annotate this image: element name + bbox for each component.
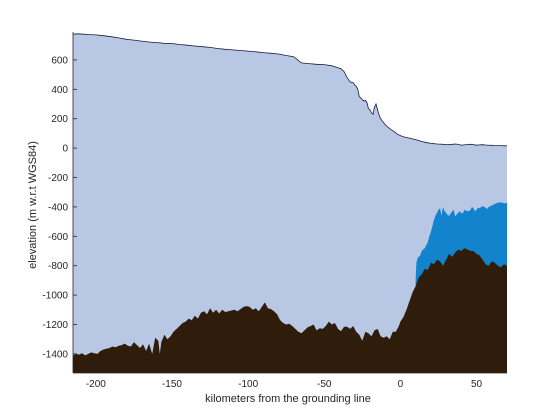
x-tick-label: -50: [317, 379, 332, 390]
y-tick-label: -600: [48, 232, 68, 243]
y-tick-label: -1000: [42, 291, 68, 302]
ice-surface-line: [72, 33, 507, 147]
ice-area: [73, 33, 507, 374]
axes-frame: [72, 32, 507, 374]
x-tick-label: -200: [86, 379, 106, 390]
y-tick-label: -400: [48, 202, 68, 213]
x-tick-label: 0: [398, 379, 404, 390]
y-axis: -1400 -1200 -1000 -800 -600 -400 -200 0 200 400 60…: [42, 55, 77, 360]
y-tick-label: 0: [62, 144, 68, 155]
y-tick-label: 200: [51, 114, 68, 125]
y-tick-label: -800: [48, 261, 68, 272]
y-axis-label: elevation (m w.r.t WGS84): [27, 141, 39, 269]
y-tick-label: 400: [51, 85, 68, 96]
y-tick-label: -200: [48, 173, 68, 184]
plot-area: [72, 33, 507, 374]
x-axis-label: kilometers from the grounding line: [205, 393, 371, 405]
x-tick-label: -100: [238, 379, 258, 390]
bed-area: [73, 248, 507, 373]
y-tick-label: -1400: [42, 349, 68, 360]
y-tick-label: -1200: [42, 320, 68, 331]
x-tick-label: -150: [162, 379, 182, 390]
y-tick-label: 600: [51, 55, 68, 66]
x-axis: -200 -150 -100 -50 0 50: [86, 369, 483, 390]
x-tick-label: 50: [471, 379, 483, 390]
